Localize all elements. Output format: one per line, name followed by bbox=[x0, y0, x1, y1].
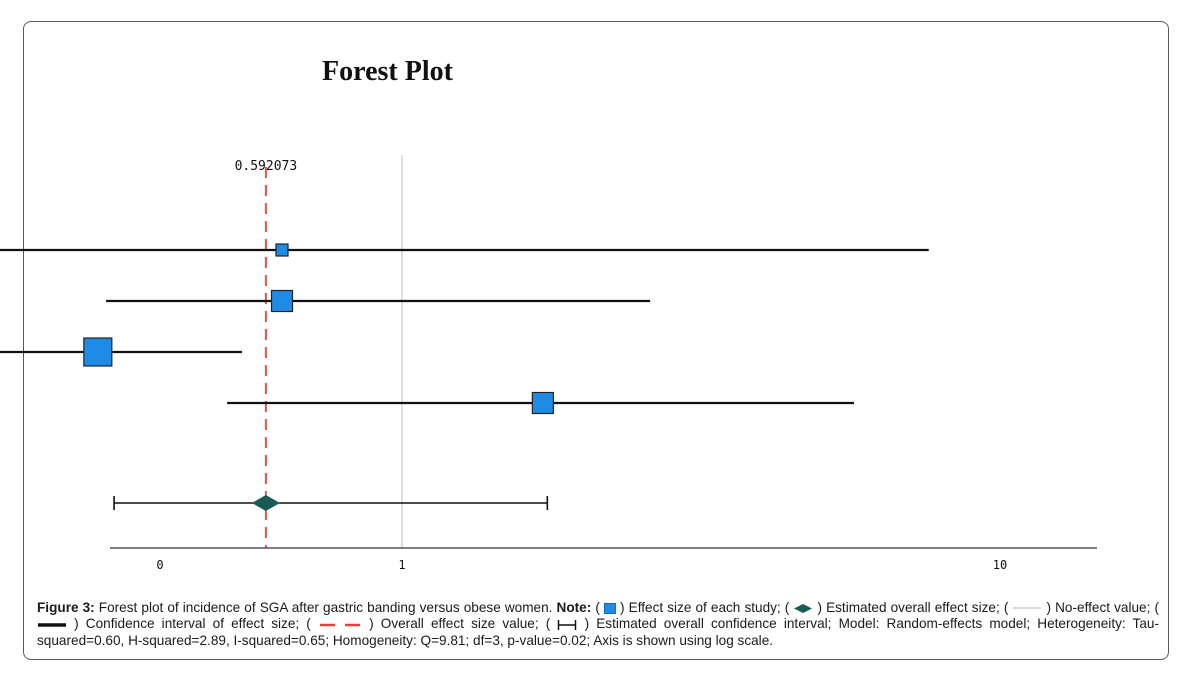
figure-caption: Figure 3: Forest plot of incidence of SG… bbox=[37, 600, 1159, 649]
figure-frame bbox=[23, 21, 1169, 660]
study-1-effect-box bbox=[275, 243, 289, 257]
reference-lines: 0.592073 bbox=[235, 155, 403, 548]
chart-title: Forest Plot bbox=[322, 56, 453, 87]
caption-no-effect: ) No-effect value; ( bbox=[1042, 600, 1159, 615]
caption-overall-value: ) Overall effect size value; ( bbox=[361, 616, 558, 632]
overall-effect-label: 0.592073 bbox=[235, 159, 298, 174]
study-2-effect-box bbox=[270, 289, 294, 313]
caption-overall-ci: ) Estimated overall confidence interval;… bbox=[37, 616, 1160, 648]
caption-note-label: Note: bbox=[556, 600, 592, 615]
caption-effect-size: ) Effect size of each study; ( bbox=[615, 600, 794, 615]
x-tick-label: 10 bbox=[993, 558, 1007, 572]
no-effect-line-legend-icon bbox=[1013, 607, 1042, 610]
caption-figure-label: Figure 3: bbox=[37, 600, 95, 615]
study-marks bbox=[0, 243, 929, 511]
ci-line-legend-icon bbox=[38, 622, 66, 627]
caption-open-1: ( bbox=[591, 600, 604, 615]
x-axis: 0 1 10 bbox=[110, 547, 1097, 572]
x-tick-label: 0 bbox=[156, 558, 163, 572]
effect-box-legend-icon bbox=[603, 602, 616, 614]
overall-line-legend-icon bbox=[319, 623, 360, 626]
forest-plot: 0.592073 0 1 10 bbox=[0, 155, 1097, 572]
study-3-effect-box bbox=[83, 337, 113, 367]
caption-ci: ) Confidence interval of effect size; ( bbox=[67, 616, 318, 632]
diamond-legend-icon bbox=[794, 603, 813, 613]
study-4-effect-box bbox=[531, 391, 554, 415]
caption-overall-est: ) Estimated overall effect size; ( bbox=[813, 600, 1013, 615]
caption-text-1: Forest plot of incidence of SGA after ga… bbox=[94, 600, 557, 615]
overall-diamond bbox=[251, 495, 280, 511]
x-tick-label: 1 bbox=[398, 558, 405, 572]
overall-ci-legend-icon bbox=[558, 619, 577, 630]
